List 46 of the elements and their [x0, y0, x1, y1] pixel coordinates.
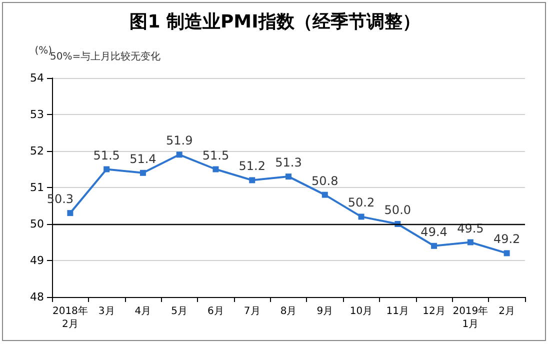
x-tick-label: 2018年 2月: [52, 305, 88, 330]
x-tick-label: 5月: [171, 306, 188, 317]
point: [358, 214, 364, 220]
point: [104, 166, 110, 172]
data-label: 51.5: [93, 148, 120, 162]
data-label: 50.0: [384, 203, 412, 217]
point: [286, 174, 292, 180]
data-label: 51.3: [275, 156, 302, 170]
y-tick-label: 53: [30, 108, 44, 121]
y-tick-label: 49: [30, 254, 44, 267]
text: 50%=与上月比较无变化: [50, 50, 161, 62]
data-label: 51.2: [238, 159, 266, 174]
point: [467, 239, 474, 246]
y-tick-label: 48: [30, 290, 44, 304]
data-label: 51.9: [166, 134, 193, 148]
x-tick-label: 2月: [498, 306, 515, 317]
point: [140, 170, 146, 176]
x-tick-label: 9月: [316, 306, 334, 317]
y-tick-label: 52: [30, 144, 44, 158]
chart-title: 图1 制造业PMI指数（经季节调整）: [130, 12, 420, 32]
data-label: 50.8: [312, 174, 338, 188]
point: [67, 210, 74, 216]
x-tick-label: 11月: [386, 306, 410, 317]
y-tick-label: 54: [30, 72, 44, 84]
data-label: 51.4: [130, 152, 156, 166]
x-tick-label: 8月: [280, 306, 297, 317]
point: [176, 152, 182, 158]
y-tick-label: 50: [30, 218, 44, 230]
point: [212, 166, 219, 172]
x-tick-label: 6月: [208, 306, 224, 317]
point: [249, 177, 256, 184]
data-label: 51.5: [202, 148, 230, 162]
x-tick-label: 7月: [244, 306, 260, 317]
data-label: 50.2: [348, 196, 375, 210]
y-tick-label: 51: [30, 181, 44, 194]
y-axis-title: (%): [34, 46, 52, 56]
x-tick-label: 3月: [98, 306, 115, 317]
point: [504, 250, 510, 256]
x-tick-label: 2019年 1月: [452, 305, 488, 330]
x-tick-label: 12月: [422, 306, 446, 317]
point: [431, 242, 438, 249]
x-tick-label: 10月: [350, 306, 373, 317]
data-label: 49.2: [493, 232, 520, 246]
data-label: 49.4: [420, 224, 448, 239]
point: [322, 192, 328, 198]
x-tick-label: 4月: [134, 306, 152, 317]
